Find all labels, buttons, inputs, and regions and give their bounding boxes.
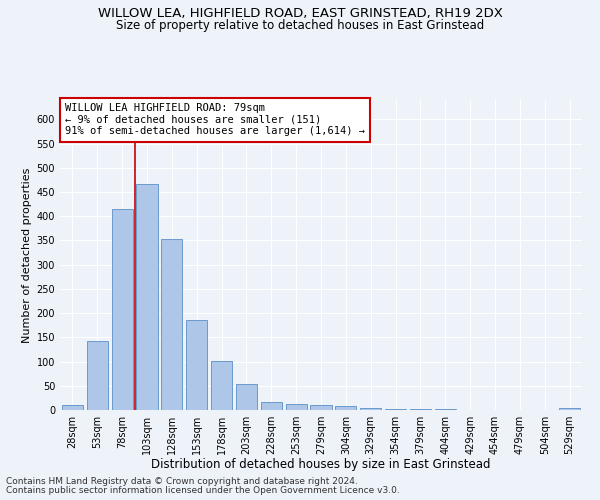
Bar xyxy=(87,340,108,410)
Bar xyxy=(559,408,580,410)
Text: WILLOW LEA HIGHFIELD ROAD: 79sqm
← 9% of detached houses are smaller (151)
91% o: WILLOW LEA HIGHFIELD ROAD: 79sqm ← 9% of… xyxy=(65,103,365,136)
Bar xyxy=(435,409,456,410)
Bar xyxy=(161,238,182,410)
Bar xyxy=(261,402,282,410)
Bar xyxy=(112,209,133,410)
Y-axis label: Number of detached properties: Number of detached properties xyxy=(22,168,32,342)
Bar xyxy=(385,408,406,410)
Text: Size of property relative to detached houses in East Grinstead: Size of property relative to detached ho… xyxy=(116,18,484,32)
X-axis label: Distribution of detached houses by size in East Grinstead: Distribution of detached houses by size … xyxy=(151,458,491,471)
Bar xyxy=(236,384,257,410)
Bar xyxy=(360,408,381,410)
Bar xyxy=(186,320,207,410)
Text: Contains public sector information licensed under the Open Government Licence v3: Contains public sector information licen… xyxy=(6,486,400,495)
Text: Contains HM Land Registry data © Crown copyright and database right 2024.: Contains HM Land Registry data © Crown c… xyxy=(6,477,358,486)
Bar xyxy=(335,406,356,410)
Bar xyxy=(410,409,431,410)
Bar xyxy=(136,184,158,410)
Bar xyxy=(62,405,83,410)
Bar xyxy=(211,360,232,410)
Bar xyxy=(310,405,332,410)
Bar xyxy=(286,404,307,410)
Text: WILLOW LEA, HIGHFIELD ROAD, EAST GRINSTEAD, RH19 2DX: WILLOW LEA, HIGHFIELD ROAD, EAST GRINSTE… xyxy=(98,8,502,20)
